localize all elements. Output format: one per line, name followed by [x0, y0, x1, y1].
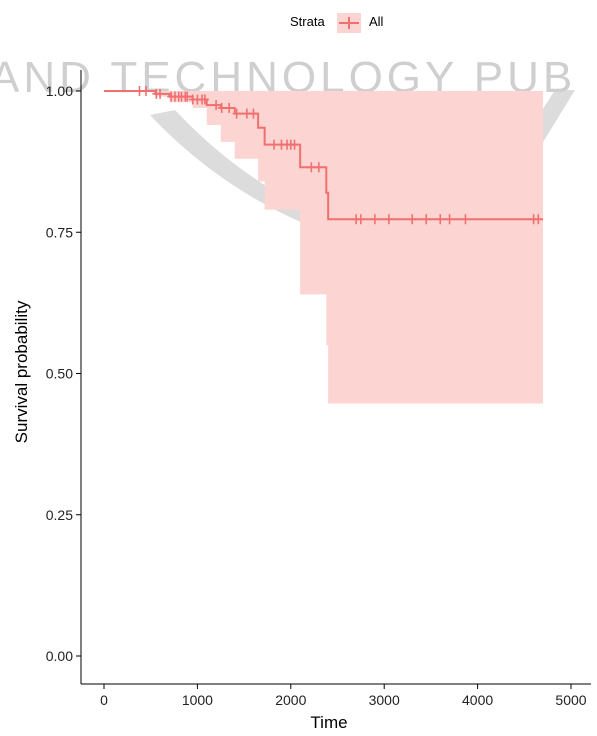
- plot-area: [104, 86, 543, 404]
- y-tick-label: 0.25: [46, 507, 73, 523]
- censor-mark: [436, 214, 445, 225]
- confidence-band: [104, 91, 543, 404]
- censor-mark: [212, 100, 221, 111]
- censor-mark: [307, 162, 316, 173]
- y-axis-ticks: 0.00 0.25 0.50 0.75 1.00: [46, 83, 81, 664]
- x-tick-label: 4000: [462, 692, 493, 708]
- x-tick-label: 0: [100, 692, 108, 708]
- censor-mark: [249, 108, 258, 119]
- x-axis-title: Time: [310, 713, 347, 732]
- censor-mark: [217, 102, 226, 113]
- censor-mark: [422, 214, 431, 225]
- censor-mark: [225, 102, 234, 113]
- censor-mark: [200, 94, 209, 105]
- censor-mark: [445, 214, 454, 225]
- y-axis-title: Survival probability: [12, 300, 31, 443]
- y-tick-label: 0.00: [46, 648, 73, 664]
- y-tick-label: 0.75: [46, 224, 73, 240]
- y-tick-label: 0.50: [46, 366, 73, 382]
- x-tick-label: 2000: [275, 692, 306, 708]
- censor-mark: [534, 214, 543, 225]
- censor-mark: [232, 108, 241, 119]
- censor-mark: [370, 214, 379, 225]
- censor-mark: [461, 214, 470, 225]
- x-tick-label: 3000: [369, 692, 400, 708]
- x-tick-label: 5000: [555, 692, 586, 708]
- y-tick-label: 1.00: [46, 83, 73, 99]
- censor-mark: [269, 139, 278, 150]
- censor-mark: [183, 91, 192, 102]
- watermark-swoosh-shape: [150, 90, 575, 260]
- censor-mark: [290, 139, 299, 150]
- censor-mark: [356, 214, 365, 225]
- censor-mark: [408, 214, 417, 225]
- confidence-band-layer: [104, 91, 543, 404]
- censor-mark: [384, 214, 393, 225]
- x-tick-label: 1000: [182, 692, 213, 708]
- censor-marks-layer: [135, 86, 543, 225]
- legend-label-all: All: [369, 14, 384, 29]
- x-axis-ticks: 0 1000 2000 3000 4000 5000: [100, 684, 587, 708]
- censor-mark: [314, 162, 323, 173]
- censor-mark: [142, 86, 151, 96]
- censor-mark: [156, 88, 165, 99]
- legend-title: Strata: [290, 14, 325, 29]
- legend: Strata All: [290, 13, 384, 33]
